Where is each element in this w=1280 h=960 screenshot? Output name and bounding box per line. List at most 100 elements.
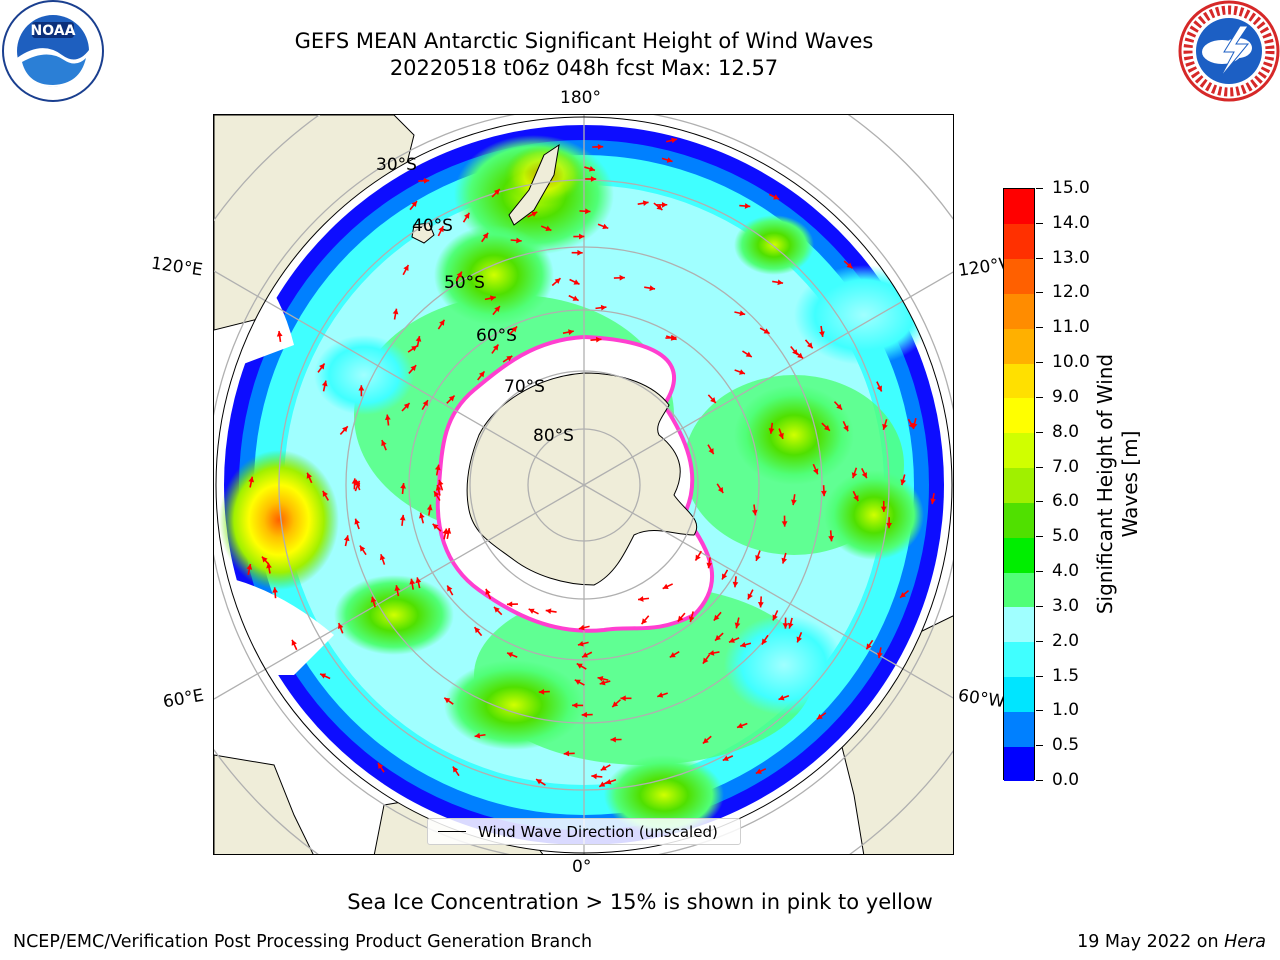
wave-direction-arrowhead [778, 432, 784, 439]
wave-direction-arrowhead [435, 484, 442, 491]
wave-direction-arrowhead [671, 137, 677, 144]
wave-direction-arrowhead [597, 676, 604, 682]
wave-direction-arrowhead [866, 643, 872, 650]
wave-direction-arrowhead [610, 736, 616, 743]
wave-direction-arrowhead [649, 285, 656, 291]
wave-direction-arrowhead [272, 587, 278, 593]
wave-direction-arrowhead [394, 585, 401, 591]
colorbar-tick [1036, 257, 1043, 259]
wave-direction-arrowhead [399, 514, 406, 521]
wave-direction-arrowhead [319, 363, 325, 370]
wave-direction-arrowhead [747, 593, 753, 600]
polar-map: 30°S 40°S 50°S 60°S 70°S 80°S [213, 114, 954, 855]
wave-direction-arrowhead [900, 479, 906, 486]
wave-direction-arrowhead [422, 400, 428, 407]
wave-direction-arrowhead [772, 614, 778, 621]
wave-direction-arrowhead [538, 688, 545, 695]
wave-direction-arrowhead [619, 274, 625, 281]
wave-direction-arrowhead [306, 472, 312, 479]
wave-direction-arrowhead [400, 483, 406, 489]
wave-direction-arrowhead [377, 762, 384, 769]
wave-direction-arrowhead [410, 365, 417, 372]
wave-direction-arrowhead [452, 766, 459, 773]
wave-direction-arrowhead [787, 622, 794, 629]
wave-direction-arrowhead [597, 143, 604, 150]
wave-direction-arrowhead [861, 472, 867, 479]
wave-direction-arrowhead [782, 623, 789, 629]
wave-direction-arrowhead [662, 583, 669, 589]
wave-direction-arrowhead [434, 491, 440, 498]
wave-direction-arrowhead [493, 189, 500, 195]
wave-direction-arrowhead [437, 479, 444, 486]
wave-direction-arrowhead [713, 614, 720, 621]
wave-direction-arrowhead [591, 773, 597, 780]
wave-direction-arrowhead [573, 279, 580, 285]
colorbar-tick [1036, 396, 1043, 398]
wave-direction-arrowhead [545, 608, 552, 615]
colorbar-tick [1036, 292, 1043, 294]
wave-direction-arrowhead [359, 545, 366, 552]
wave-direction-arrowhead [485, 588, 491, 595]
wave-direction-arrowhead [337, 623, 344, 630]
wave-direction-arrowhead [761, 638, 768, 645]
wave-direction-arrowhead [246, 564, 253, 570]
colorbar-tick [1036, 710, 1043, 712]
wave-direction-arrowhead [474, 732, 481, 739]
wind-wave-arrows [246, 137, 936, 788]
colorbar-segment [1004, 363, 1034, 399]
wave-direction-arrowhead [739, 369, 745, 375]
colorbar-tick [1036, 362, 1043, 364]
colorbar-tick [1036, 605, 1043, 607]
wave-direction-arrowhead [439, 319, 445, 326]
svg-text:NOAA: NOAA [31, 23, 76, 39]
wave-direction-arrowhead [411, 345, 418, 352]
wave-direction-arrowhead [715, 634, 721, 641]
chart-subtitle: 20220518 t06z 048h fcst Max: 12.57 [389, 56, 779, 80]
wave-direction-arrowhead [778, 695, 785, 701]
wave-direction-arrowhead [370, 596, 377, 603]
wave-direction-arrowhead [482, 232, 489, 239]
wave-direction-arrowhead [755, 554, 761, 561]
wave-direction-arrowhead [900, 592, 906, 598]
wave-direction-arrowhead [886, 522, 892, 529]
wave-direction-arrowhead [706, 562, 713, 569]
colorbar-title-line2: Waves [m] [1118, 430, 1142, 538]
wave-direction-arrowhead [812, 468, 819, 475]
wave-direction-arrowhead [392, 308, 399, 315]
wave-direction-arrowhead [797, 352, 804, 359]
wave-direction-arrowhead [744, 203, 751, 209]
colorbar-tick-label: 4.0 [1052, 561, 1080, 582]
lon-label-60w: 60°W [956, 685, 1007, 713]
wave-direction-arrowhead [415, 336, 422, 342]
lat-label-60s: 60°S [476, 326, 517, 346]
lat-label-40s: 40°S [412, 216, 453, 236]
colorbar-tick [1036, 780, 1043, 781]
wave-direction-arrowhead [755, 768, 762, 774]
legend-label: Wind Wave Direction (unscaled) [478, 823, 718, 841]
wave-direction-arrowhead [877, 652, 883, 659]
wave-direction-arrowhead [384, 414, 391, 421]
wave-direction-arrowhead [880, 506, 887, 512]
wave-direction-arrowhead [409, 578, 416, 585]
wave-direction-arrowhead [320, 673, 327, 679]
colorbar-segment [1004, 502, 1034, 538]
wave-direction-arrowhead [620, 695, 626, 702]
wave-direction-arrowhead [737, 722, 743, 729]
colorbar-tick-label: 12.0 [1052, 282, 1090, 303]
wave-direction-arrowhead [740, 641, 747, 648]
wave-direction-arrowhead [581, 711, 588, 718]
graticule [214, 115, 953, 854]
wave-direction-arrowhead [494, 606, 500, 613]
wave-direction-arrowhead [745, 351, 752, 357]
colorbar-segment [1004, 467, 1034, 503]
wave-direction-arrowhead [828, 535, 834, 542]
wave-direction-arrowhead [824, 424, 830, 431]
wave-direction-arrowhead [666, 157, 673, 163]
wave-direction-arrowhead [816, 713, 823, 720]
wave-direction-arrowhead [853, 495, 859, 502]
wave-direction-arrowhead [757, 602, 764, 608]
wave-direction-arrowhead [426, 504, 433, 511]
wave-direction-arrowhead [577, 640, 584, 647]
colorbar-tick-label: 2.0 [1052, 630, 1080, 651]
wave-direction-arrowhead [791, 499, 797, 506]
